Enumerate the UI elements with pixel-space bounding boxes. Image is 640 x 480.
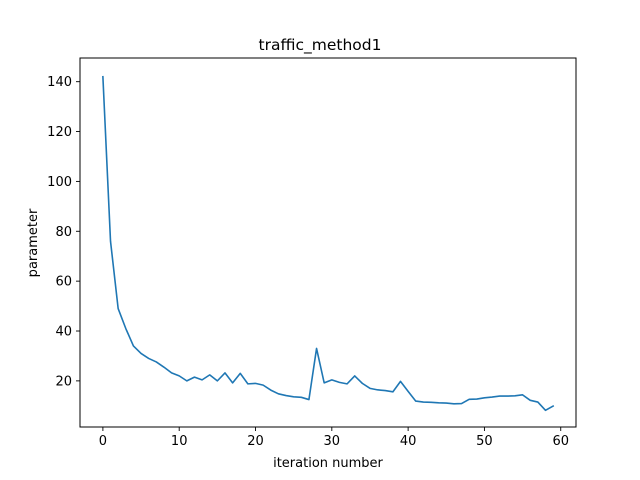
axes-frame (79, 57, 577, 428)
x-tick-label: 60 (552, 434, 569, 449)
y-tick-label: 140 (47, 75, 72, 90)
x-tick-label: 0 (99, 434, 107, 449)
y-tick-label: 20 (55, 374, 72, 389)
y-tick-label: 60 (55, 275, 72, 290)
y-axis-label: parameter (26, 208, 41, 277)
x-tick-label: 20 (247, 434, 264, 449)
x-tick-label: 10 (171, 434, 188, 449)
x-tick-label: 30 (324, 434, 341, 449)
x-axis-ticks: 0 10 20 30 40 50 60 (99, 427, 569, 449)
y-axis-ticks: 20 40 60 80 100 120 140 (47, 75, 80, 389)
y-tick-label: 80 (55, 225, 72, 240)
series-line-0 (102, 75, 555, 412)
y-tick-label: 100 (47, 175, 72, 190)
x-tick-label: 40 (400, 434, 417, 449)
x-tick-label: 50 (476, 434, 493, 449)
y-tick-label: 40 (55, 325, 72, 340)
plot-area (102, 75, 555, 412)
chart-title: traffic_method1 (259, 36, 382, 55)
x-axis-label: iteration number (273, 456, 383, 471)
y-tick-label: 120 (47, 125, 72, 140)
